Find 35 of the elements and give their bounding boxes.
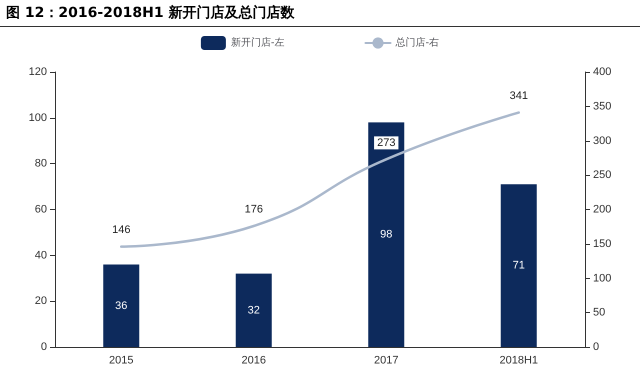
data-label: 341: [510, 90, 528, 102]
data-label: 71: [512, 260, 525, 272]
bar: [103, 264, 140, 347]
data-label: 176: [244, 204, 263, 216]
y-tick-label: 60: [34, 204, 47, 216]
y2-tick-label: 100: [593, 272, 612, 284]
legend-label: 总门店-右: [394, 36, 440, 48]
bar: [236, 274, 272, 347]
y-tick-label: 120: [28, 66, 47, 78]
chart-title: 图 12：2016-2018H1 新开门店及总门店数: [0, 0, 640, 27]
y2-tick-label: 300: [593, 134, 612, 147]
y-tick-label: 100: [28, 112, 47, 124]
data-label: 98: [380, 228, 392, 241]
y2-tick-label: 400: [593, 66, 612, 78]
y2-tick-label: 250: [593, 169, 612, 182]
data-label: 32: [248, 304, 260, 316]
y2-tick-label: 150: [593, 238, 612, 250]
data-label: 36: [115, 300, 128, 312]
data-label: 273: [377, 136, 396, 149]
y2-tick-label: 200: [593, 204, 612, 216]
bar: [368, 122, 404, 347]
y2-tick-label: 0: [593, 341, 600, 353]
legend-label: 新开门店-左: [230, 36, 284, 48]
data-label: 146: [112, 224, 130, 236]
y-tick-label: 80: [34, 158, 47, 170]
y-tick-label: 20: [34, 295, 47, 308]
x-tick-label: 2016: [242, 354, 266, 366]
y-tick-label: 0: [40, 341, 47, 353]
y2-tick-label: 350: [593, 100, 612, 112]
x-tick-label: 2015: [109, 354, 134, 366]
y-tick-label: 40: [34, 249, 47, 262]
y2-tick-label: 50: [593, 306, 606, 319]
x-tick-label: 2017: [374, 354, 398, 366]
x-tick-label: 2018H1: [499, 354, 538, 366]
bar: [500, 184, 537, 347]
